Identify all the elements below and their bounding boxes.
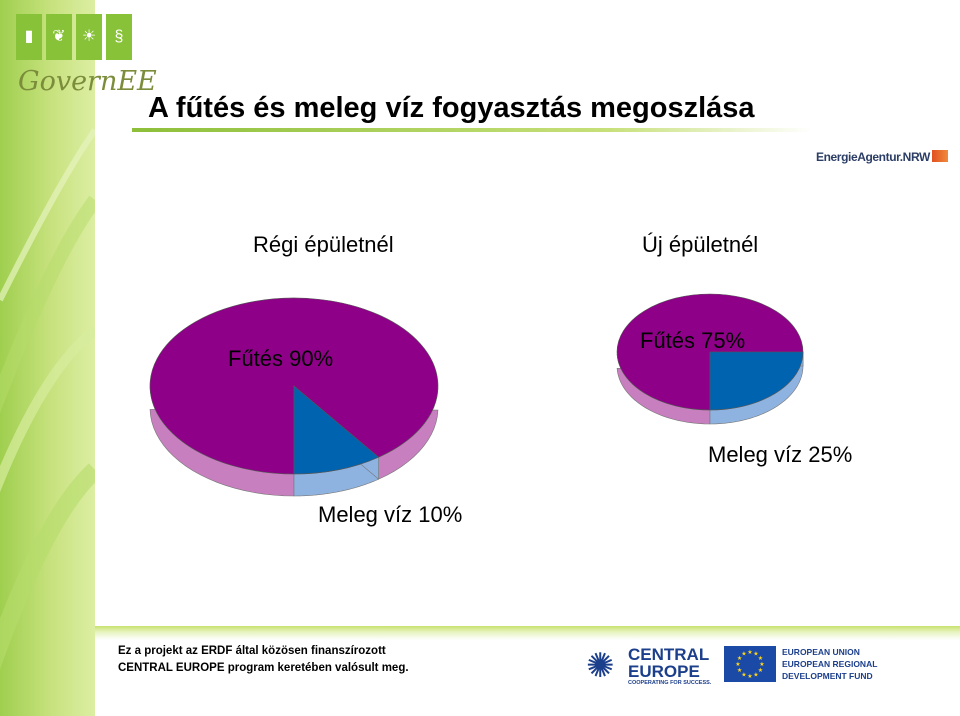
eu-fund-text: EUROPEAN UNION EUROPEAN REGIONAL DEVELOP… xyxy=(782,646,877,682)
governee-logo: ▮ ❦ ☀ § GovernEE xyxy=(16,14,157,100)
slide-title: A fűtés és meleg víz fogyasztás megoszlá… xyxy=(148,92,755,124)
heating-label: Fűtés 90% xyxy=(228,346,333,371)
hot-water-label: Meleg víz 10% xyxy=(318,502,462,527)
svg-text:★: ★ xyxy=(735,661,740,668)
central-europe-wordmark: CENTRAL EUROPE xyxy=(628,645,709,681)
svg-text:★: ★ xyxy=(741,671,746,678)
eu-stars: ★ ★★ ★★★ ★★★ ★★★ xyxy=(735,649,764,680)
central-europe-tagline: COOPERATING FOR SUCCESS. xyxy=(628,680,712,686)
svg-text:★: ★ xyxy=(753,651,758,658)
sun-icon: ☀ xyxy=(76,14,102,60)
eu-line-2: EUROPEAN REGIONAL xyxy=(782,659,878,669)
svg-text:★: ★ xyxy=(741,651,746,658)
svg-text:★: ★ xyxy=(737,655,742,662)
paragraph-icon: § xyxy=(106,14,132,60)
heating-label: Fűtés 75% xyxy=(640,328,745,353)
governee-wordmark: GovernEE xyxy=(18,66,157,97)
eu-line-1: EUROPEAN UNION xyxy=(782,647,860,657)
svg-text:★: ★ xyxy=(759,661,764,668)
hot-water-label: Meleg víz 25% xyxy=(708,442,852,467)
svg-text:★: ★ xyxy=(758,655,763,662)
svg-text:★: ★ xyxy=(747,673,752,680)
energieagentur-wordmark: EnergieAgentur.NRW xyxy=(816,150,930,164)
svg-text:★: ★ xyxy=(737,667,742,674)
svg-text:★: ★ xyxy=(758,667,763,674)
title-underline xyxy=(132,128,812,132)
central-europe-star-icon: ✺ xyxy=(586,647,615,685)
heating-slice xyxy=(616,293,804,411)
eu-flag-icon: ★ ★ ★ ★ ★ ★ ★ ★ ★ ★ ★ ★ xyxy=(724,646,776,682)
new-building-heading: Új épületnél xyxy=(642,232,759,257)
building-icon: ▮ xyxy=(16,14,42,60)
green-sidebar xyxy=(0,0,95,716)
central-europe-logo: ✺ CENTRAL EUROPE COOPERATING FOR SUCCESS… xyxy=(586,644,716,688)
hot-water-slice xyxy=(293,385,380,475)
footer-band xyxy=(95,626,960,716)
footer-disclaimer: Ez a projekt az ERDF által közösen finan… xyxy=(118,643,409,677)
footer-line-2: CENTRAL EUROPE program keretében valósul… xyxy=(118,662,409,674)
svg-text:★: ★ xyxy=(753,671,758,678)
hot-water-slice xyxy=(709,351,804,411)
leaf-pattern xyxy=(0,128,95,670)
svg-text:★: ★ xyxy=(747,649,752,656)
eu-line-3: DEVELOPMENT FUND xyxy=(782,671,873,681)
nrw-mark-icon xyxy=(931,150,948,162)
footer-line-1: Ez a projekt az ERDF által közösen finan… xyxy=(118,645,386,657)
energieagentur-logo: EnergieAgentur.NRW xyxy=(816,150,948,164)
leaf-icon: ❦ xyxy=(46,14,72,60)
old-building-heading: Régi épületnél xyxy=(253,232,394,257)
pie-old-building: Fűtés 90% Meleg víz 10% xyxy=(149,297,462,527)
pie-new-building: Fűtés 75% Meleg víz 25% xyxy=(616,293,852,467)
